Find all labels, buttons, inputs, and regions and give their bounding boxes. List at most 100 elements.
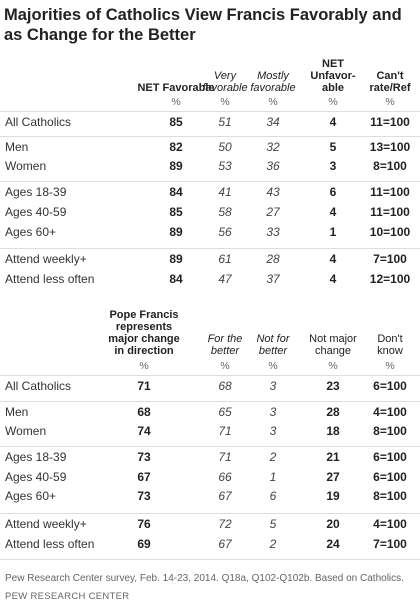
- cell-mostly-favorable: 36: [266, 159, 280, 173]
- table-row: Ages 60+ 73 67 6 19 8=100: [0, 489, 420, 507]
- row-label: All Catholics: [5, 115, 72, 129]
- cell-not-major-change: 28: [326, 405, 340, 419]
- cell-mostly-favorable: 43: [266, 185, 280, 199]
- cell-very-favorable: 61: [218, 252, 232, 266]
- row-label: Attend less often: [5, 537, 95, 551]
- cell-dont-know: 7=100: [373, 537, 407, 551]
- row-divider: [0, 401, 420, 402]
- cell-very-favorable: 56: [218, 225, 232, 239]
- cell-dont-know: 8=100: [373, 489, 407, 503]
- cell-mostly-favorable: 33: [266, 225, 280, 239]
- cell-major-change: 69: [137, 537, 151, 551]
- row-label: Attend weekly+: [5, 252, 87, 266]
- pct-label: %: [328, 96, 338, 108]
- cell-for-the-better: 71: [218, 450, 232, 464]
- table-row: Women 89 53 36 3 8=100: [0, 159, 420, 177]
- cell-net-unfavorable: 5: [329, 140, 337, 154]
- cell-net-unfavorable: 4: [329, 272, 337, 286]
- cell-net-unfavorable: 1: [329, 225, 337, 239]
- cell-mostly-favorable: 27: [266, 205, 280, 219]
- row-divider: [0, 446, 420, 447]
- row-divider: [0, 181, 420, 182]
- cell-net-unfavorable: 3: [329, 159, 337, 173]
- cell-very-favorable: 50: [218, 140, 232, 154]
- header-for-the-better: For the better: [207, 333, 243, 357]
- table-row: Attend weekly+ 76 72 5 20 4=100: [0, 517, 420, 535]
- table-row: Attend less often 84 47 37 4 12=100: [0, 272, 420, 290]
- cell-not-major-change: 20: [326, 517, 340, 531]
- cell-very-favorable: 51: [218, 115, 232, 129]
- header-pope-major-change: Pope Francis represents major change in …: [108, 309, 180, 357]
- row-label: Ages 40-59: [5, 470, 67, 484]
- cell-mostly-favorable: 28: [266, 252, 280, 266]
- header-not-for-better: Not for better: [256, 333, 290, 357]
- pct-label: %: [171, 96, 181, 108]
- pct-label: %: [328, 360, 338, 372]
- cell-cant-rate: 11=100: [370, 205, 410, 219]
- row-divider: [0, 559, 420, 560]
- row-label: Women: [5, 424, 47, 438]
- cell-net-favorable: 89: [169, 252, 183, 266]
- cell-for-the-better: 71: [218, 424, 232, 438]
- cell-not-major-change: 18: [326, 424, 340, 438]
- cell-not-major-change: 27: [326, 470, 340, 484]
- table-row: Men 82 50 32 5 13=100: [0, 140, 420, 158]
- cell-major-change: 74: [137, 424, 151, 438]
- cell-dont-know: 6=100: [373, 450, 407, 464]
- table-row: All Catholics 85 51 34 4 11=100: [0, 115, 420, 133]
- header-dont-know: Don't know: [377, 333, 403, 357]
- cell-major-change: 76: [137, 517, 151, 531]
- table-row: Ages 18-39 73 71 2 21 6=100: [0, 450, 420, 468]
- cell-dont-know: 6=100: [373, 470, 407, 484]
- cell-not-for-better: 3: [269, 379, 277, 393]
- cell-dont-know: 4=100: [373, 517, 407, 531]
- row-label: Ages 60+: [5, 225, 57, 239]
- cell-net-favorable: 82: [169, 140, 183, 154]
- cell-not-for-better: 1: [269, 470, 277, 484]
- row-divider: [0, 248, 420, 249]
- table-row: Women 74 71 3 18 8=100: [0, 424, 420, 442]
- cell-not-for-better: 6: [269, 489, 277, 503]
- cell-mostly-favorable: 34: [266, 115, 280, 129]
- table-row: Attend weekly+ 89 61 28 4 7=100: [0, 252, 420, 270]
- row-label: All Catholics: [5, 379, 72, 393]
- header-net-favorable: NET Favorable: [137, 82, 215, 94]
- cell-not-major-change: 23: [326, 379, 340, 393]
- cell-not-major-change: 21: [326, 450, 340, 464]
- row-label: Women: [5, 159, 47, 173]
- header-net-unfavorable: NET Unfavor- able: [310, 58, 356, 94]
- cell-net-unfavorable: 4: [329, 252, 337, 266]
- row-divider: [0, 375, 420, 376]
- row-divider: [0, 136, 420, 137]
- cell-cant-rate: 7=100: [373, 252, 407, 266]
- cell-mostly-favorable: 37: [266, 272, 280, 286]
- row-label: Ages 18-39: [5, 450, 67, 464]
- cell-major-change: 67: [137, 470, 151, 484]
- cell-not-for-better: 3: [269, 405, 277, 419]
- cell-net-unfavorable: 4: [329, 115, 337, 129]
- pct-label: %: [220, 360, 230, 372]
- cell-not-for-better: 3: [269, 424, 277, 438]
- pct-label: %: [268, 96, 278, 108]
- pct-label: %: [220, 96, 230, 108]
- cell-cant-rate: 10=100: [369, 225, 411, 239]
- row-label: Ages 40-59: [5, 205, 67, 219]
- cell-dont-know: 4=100: [373, 405, 407, 419]
- cell-not-for-better: 2: [269, 537, 277, 551]
- cell-major-change: 68: [137, 405, 151, 419]
- table-row: Attend less often 69 67 2 24 7=100: [0, 537, 420, 555]
- row-divider: [0, 513, 420, 514]
- table-row: All Catholics 71 68 3 23 6=100: [0, 379, 420, 397]
- row-label: Men: [5, 405, 29, 419]
- cell-for-the-better: 68: [218, 379, 232, 393]
- cell-cant-rate: 12=100: [369, 272, 411, 286]
- cell-net-favorable: 89: [169, 225, 183, 239]
- table-row: Ages 60+ 89 56 33 1 10=100: [0, 225, 420, 243]
- table-row: Ages 40-59 85 58 27 4 11=100: [0, 205, 420, 223]
- header-mostly-favorable: Mostly favorable: [250, 70, 296, 94]
- pct-label: %: [385, 96, 395, 108]
- table-row: Ages 40-59 67 66 1 27 6=100: [0, 470, 420, 488]
- pct-label: %: [268, 360, 278, 372]
- row-label: Ages 60+: [5, 489, 57, 503]
- cell-major-change: 73: [137, 450, 151, 464]
